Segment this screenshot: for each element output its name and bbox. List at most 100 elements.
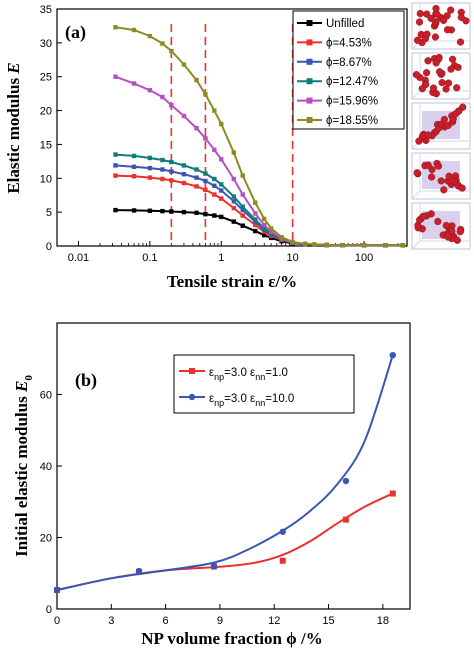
data-point (324, 242, 329, 248)
snapshot-4 (411, 152, 471, 200)
data-point (131, 174, 137, 179)
panel-b-series (53, 351, 397, 594)
y-tick-label: 40 (40, 461, 52, 473)
nanoparticle (457, 13, 465, 22)
nanoparticle (444, 233, 452, 241)
panel-a-legend: Unfilled ϕ=4.53% ϕ=8.67% ϕ=12.47% ϕ=15.96% ϕ=… (292, 10, 405, 130)
y-tick-label: 20 (40, 533, 52, 545)
nanoparticle (456, 38, 465, 46)
data-point (268, 229, 274, 234)
nanoparticle (424, 57, 432, 65)
data-point (253, 200, 258, 205)
legend-marker (189, 368, 195, 374)
y-tick-label: 60 (40, 390, 52, 402)
data-point (262, 232, 267, 238)
data-point (303, 241, 308, 247)
panel-a-y-axis-label-symbol: E (4, 62, 23, 74)
x-tick-label: 100 (355, 252, 373, 264)
legend-label-subscript: nn (255, 398, 265, 408)
nanoparticle (429, 84, 438, 92)
legend-label-subscript: nn (255, 372, 265, 382)
nanoparticle (428, 173, 436, 181)
legend-label-part: ε (209, 367, 214, 379)
data-point (240, 213, 245, 218)
data-point (311, 242, 317, 247)
data-point (203, 92, 208, 97)
data-point (279, 528, 286, 535)
data-point (219, 214, 224, 220)
y-tick-label: 10 (40, 173, 52, 185)
nanoparticle (438, 78, 446, 87)
legend-label-part: =3.0 ε (224, 367, 255, 379)
data-point (203, 171, 208, 176)
legend-label-subscript: np (214, 398, 224, 408)
panel-a-x-axis-label: Tensile strain ε/% (167, 272, 297, 291)
x-tick-label: 0.1 (142, 252, 157, 264)
data-point (203, 187, 208, 192)
legend-label-subscript: np (214, 372, 224, 382)
x-tick-label: 1 (218, 252, 224, 264)
panel-b-legend-box (173, 354, 355, 414)
data-point (383, 243, 388, 248)
panel-b-label: (b) (75, 370, 97, 391)
y-tick-label: 35 (40, 4, 52, 16)
data-point (181, 62, 187, 67)
data-point (131, 27, 137, 33)
y-tick-label: 5 (46, 207, 52, 219)
data-point (113, 25, 118, 30)
nanoparticle (451, 110, 460, 118)
data-point (194, 210, 199, 216)
data-point (212, 147, 217, 153)
nanoparticle (453, 84, 461, 92)
nanoparticle (442, 85, 450, 93)
data-point (160, 176, 165, 182)
nanoparticle (442, 221, 450, 230)
legend-marker (306, 20, 313, 26)
data-point (160, 208, 165, 214)
data-point (290, 239, 295, 245)
legend-label: εnp=3.0 εnn=1.0 (209, 367, 288, 382)
data-point (212, 183, 217, 188)
legend-label: ϕ=12.47% (326, 76, 378, 88)
data-point (113, 163, 118, 168)
legend-marker (306, 39, 313, 46)
y-tick-label: 25 (40, 72, 52, 84)
data-point (279, 234, 284, 240)
data-point (194, 175, 199, 180)
panel-a-y-axis-label-text: Elastic modulus (4, 74, 23, 194)
legend-label: ϕ=4.53% (326, 37, 372, 49)
nanoparticle (415, 137, 423, 145)
panel-a-vlines (170, 24, 294, 246)
panel-b-x-ticks: 0 3 6 9 12 15 18 (54, 604, 389, 627)
y-tick-label: 15 (40, 139, 52, 151)
data-point (240, 223, 245, 228)
nanoparticle (424, 131, 433, 139)
data-point (131, 153, 137, 159)
data-point (147, 155, 153, 161)
panel-a-label: (a) (65, 22, 86, 43)
nanoparticle (432, 18, 440, 26)
data-point (212, 176, 217, 182)
panel-b-y-ticks: 0 20 40 60 (40, 390, 62, 616)
nanoparticle (437, 177, 445, 185)
data-point (135, 567, 143, 575)
nanoparticle (432, 4, 440, 13)
data-point (169, 48, 174, 54)
data-point (212, 192, 217, 197)
legend-label-part: =10.0 (265, 393, 294, 405)
data-point (160, 94, 165, 100)
data-point (231, 194, 237, 199)
data-point (253, 222, 258, 228)
x-tick-label: 12 (268, 615, 280, 627)
nanoparticle (415, 18, 424, 26)
data-point (113, 207, 118, 213)
nanoparticle (453, 236, 461, 244)
fit-curve (56, 492, 394, 592)
data-point (181, 209, 187, 215)
legend-marker (306, 117, 313, 123)
data-point (240, 207, 245, 213)
nanoparticle (454, 63, 462, 72)
data-point (219, 121, 224, 127)
